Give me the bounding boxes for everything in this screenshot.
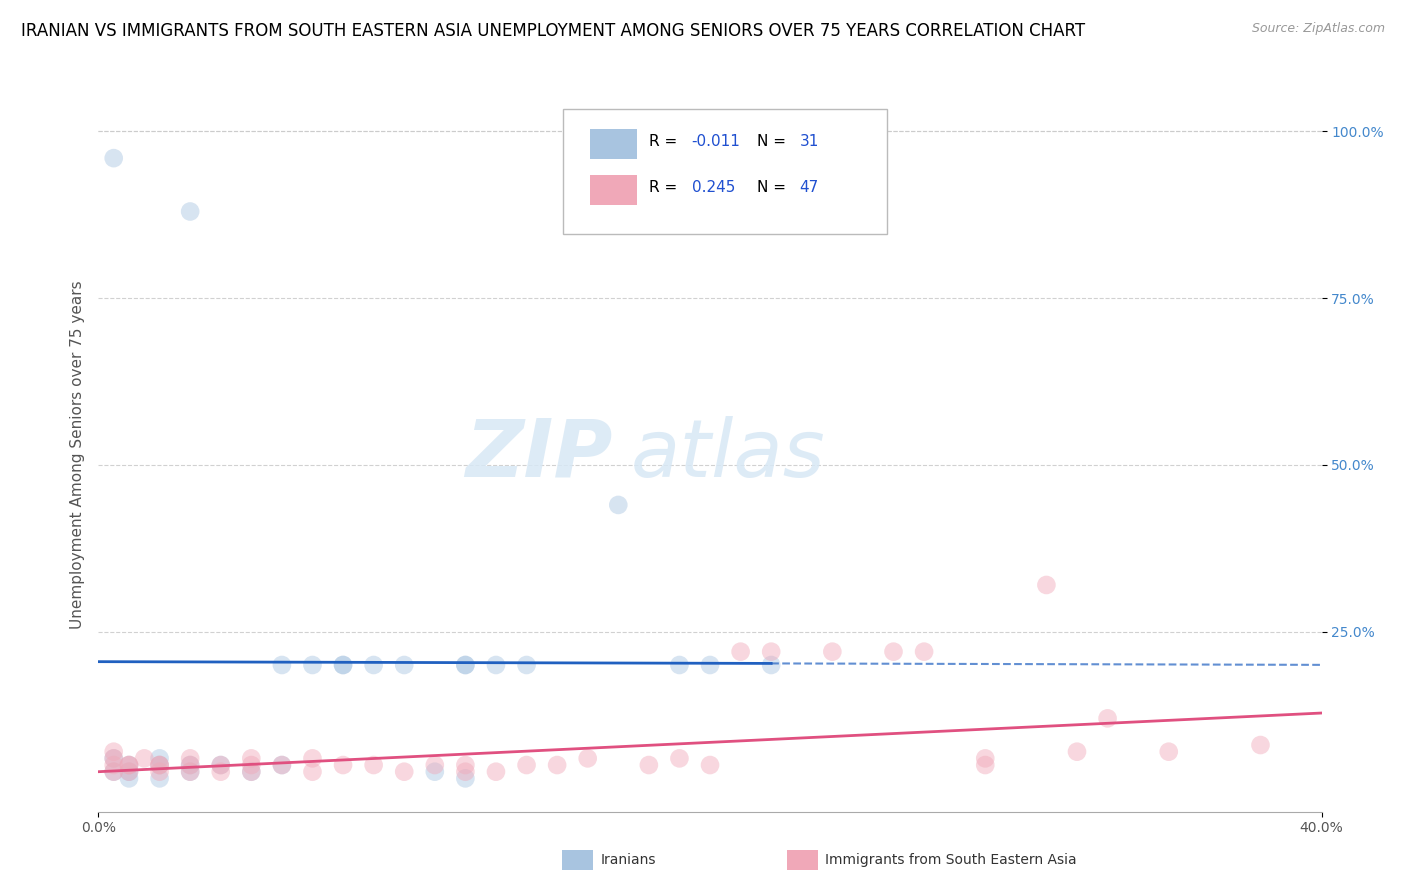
- Point: [392, 658, 416, 673]
- Point: [270, 758, 292, 772]
- Text: atlas: atlas: [630, 416, 825, 494]
- Point: [240, 758, 263, 772]
- Point: [149, 758, 172, 772]
- Point: [301, 764, 323, 779]
- Point: [363, 658, 385, 673]
- Bar: [591, 128, 637, 159]
- Point: [454, 764, 477, 779]
- Point: [637, 758, 661, 772]
- Point: [103, 751, 125, 765]
- Bar: [591, 175, 637, 205]
- Point: [332, 658, 354, 673]
- Point: [149, 772, 172, 786]
- Point: [883, 645, 905, 659]
- Text: 31: 31: [800, 134, 818, 149]
- Point: [103, 745, 125, 759]
- Text: R =: R =: [648, 134, 682, 149]
- Point: [546, 758, 568, 772]
- Point: [668, 751, 690, 765]
- Text: Source: ZipAtlas.com: Source: ZipAtlas.com: [1251, 22, 1385, 36]
- Point: [1097, 711, 1119, 725]
- Point: [240, 751, 263, 765]
- Point: [576, 751, 599, 765]
- Text: 0.245: 0.245: [692, 180, 735, 194]
- Point: [1035, 578, 1057, 592]
- Point: [103, 764, 125, 779]
- Point: [454, 758, 477, 772]
- Point: [179, 751, 201, 765]
- Point: [118, 758, 141, 772]
- Point: [301, 658, 323, 673]
- Point: [423, 764, 446, 779]
- Point: [454, 658, 477, 673]
- Point: [454, 772, 477, 786]
- Point: [1157, 745, 1180, 759]
- Point: [118, 758, 141, 772]
- Text: -0.011: -0.011: [692, 134, 741, 149]
- Point: [209, 764, 232, 779]
- Point: [301, 751, 323, 765]
- Point: [485, 764, 508, 779]
- Point: [668, 658, 690, 673]
- Point: [179, 758, 201, 772]
- Text: R =: R =: [648, 180, 682, 194]
- Point: [103, 764, 125, 779]
- Text: Iranians: Iranians: [600, 853, 655, 867]
- Point: [103, 751, 125, 765]
- Point: [485, 658, 508, 673]
- Point: [118, 772, 141, 786]
- Point: [118, 764, 141, 779]
- Point: [332, 658, 354, 673]
- Point: [363, 758, 385, 772]
- Point: [270, 758, 292, 772]
- Point: [118, 764, 141, 779]
- Text: N =: N =: [756, 134, 790, 149]
- Point: [699, 658, 721, 673]
- Text: Immigrants from South Eastern Asia: Immigrants from South Eastern Asia: [825, 853, 1077, 867]
- Point: [759, 645, 782, 659]
- Point: [179, 764, 201, 779]
- Point: [240, 764, 263, 779]
- Text: IRANIAN VS IMMIGRANTS FROM SOUTH EASTERN ASIA UNEMPLOYMENT AMONG SENIORS OVER 75: IRANIAN VS IMMIGRANTS FROM SOUTH EASTERN…: [21, 22, 1085, 40]
- Point: [454, 658, 477, 673]
- Point: [149, 758, 172, 772]
- FancyBboxPatch shape: [564, 109, 887, 234]
- Point: [974, 751, 997, 765]
- Point: [270, 658, 292, 673]
- Point: [209, 758, 232, 772]
- Point: [912, 645, 935, 659]
- Point: [1249, 738, 1271, 752]
- Point: [332, 758, 354, 772]
- Y-axis label: Unemployment Among Seniors over 75 years: Unemployment Among Seniors over 75 years: [69, 281, 84, 629]
- Point: [759, 658, 782, 673]
- Point: [103, 758, 125, 772]
- Point: [209, 758, 232, 772]
- Point: [974, 758, 997, 772]
- Point: [149, 764, 172, 779]
- Point: [149, 758, 172, 772]
- Point: [240, 764, 263, 779]
- Point: [730, 645, 752, 659]
- Point: [179, 764, 201, 779]
- Point: [1066, 745, 1088, 759]
- Point: [516, 658, 538, 673]
- Point: [607, 498, 630, 512]
- Point: [516, 758, 538, 772]
- Point: [392, 764, 416, 779]
- Text: N =: N =: [756, 180, 790, 194]
- Point: [821, 645, 844, 659]
- Point: [423, 758, 446, 772]
- Point: [134, 751, 156, 765]
- Text: ZIP: ZIP: [465, 416, 612, 494]
- Point: [103, 151, 125, 165]
- Point: [179, 204, 201, 219]
- Text: 47: 47: [800, 180, 818, 194]
- Point: [118, 758, 141, 772]
- Point: [699, 758, 721, 772]
- Point: [179, 758, 201, 772]
- Point: [149, 751, 172, 765]
